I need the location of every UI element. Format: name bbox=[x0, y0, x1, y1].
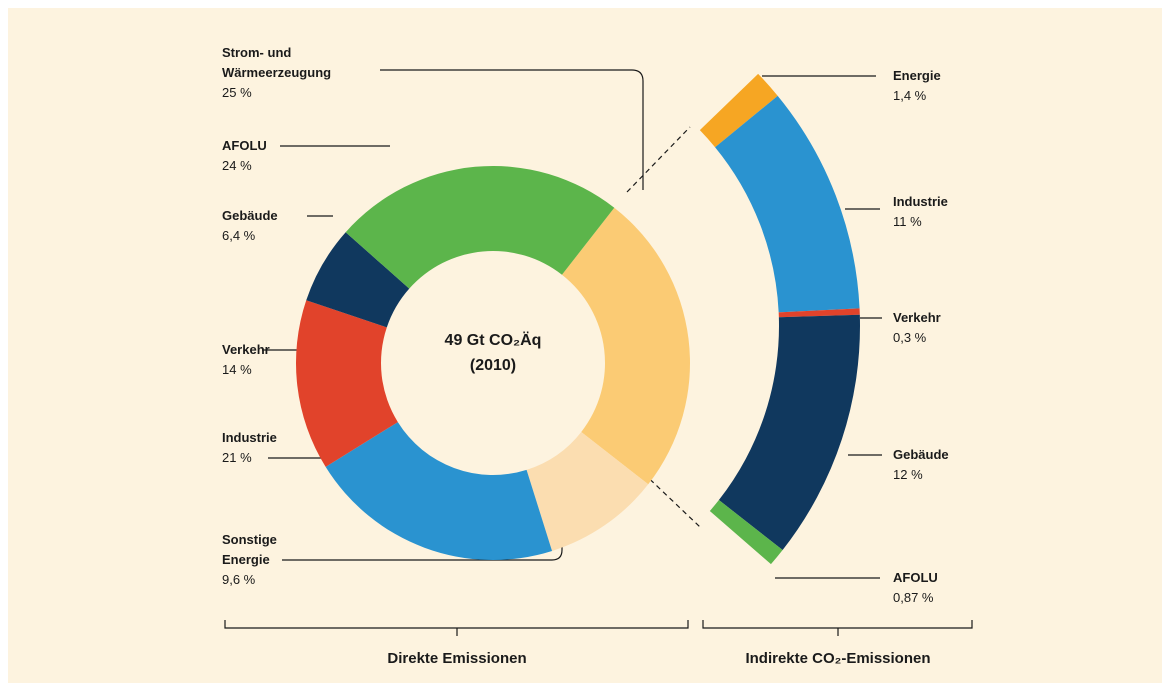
value-label: 12 % bbox=[893, 467, 923, 482]
category-label: Industrie bbox=[893, 194, 948, 209]
segment bbox=[718, 314, 860, 551]
label: Industrie 11 % bbox=[893, 192, 1013, 232]
center-label: 49 Gt CO₂Äq bbox=[445, 331, 542, 349]
group-label: Direkte Emissionen bbox=[387, 650, 527, 667]
group-label: Indirekte CO₂-Emissionen bbox=[745, 650, 931, 667]
value-label: 21 % bbox=[222, 450, 252, 465]
label: Strom- und Wärmeerzeugung 25 % bbox=[222, 43, 362, 103]
label: Energie 1,4 % bbox=[893, 66, 1013, 106]
category-label: Energie bbox=[893, 68, 941, 83]
panel bbox=[8, 8, 1162, 683]
label: Verkehr 0,3 % bbox=[893, 308, 1013, 348]
label: Gebäude 12 % bbox=[893, 445, 1013, 485]
label: AFOLU 0,87 % bbox=[893, 568, 1013, 608]
segment bbox=[715, 95, 860, 313]
segment bbox=[295, 300, 398, 467]
category-label: Strom- und Wärmeerzeugung bbox=[222, 45, 332, 80]
value-label: 14 % bbox=[222, 362, 252, 377]
label: Sonstige Energie 9,6 % bbox=[222, 530, 322, 590]
connector bbox=[626, 126, 691, 193]
value-label: 0,3 % bbox=[893, 330, 927, 345]
segment bbox=[699, 73, 778, 148]
value-label: 9,6 % bbox=[222, 572, 256, 587]
center-label: (2010) bbox=[470, 357, 516, 374]
category-label: Gebäude bbox=[222, 208, 278, 223]
label: AFOLU 24 % bbox=[222, 136, 362, 176]
category-label: Verkehr bbox=[222, 342, 270, 357]
category-label: Industrie bbox=[222, 430, 277, 445]
segment bbox=[306, 232, 410, 328]
connector bbox=[636, 466, 701, 528]
segment bbox=[778, 308, 860, 318]
bracket bbox=[702, 620, 973, 636]
value-label: 0,87 % bbox=[893, 590, 934, 605]
label: Verkehr 14 % bbox=[222, 340, 362, 380]
segment bbox=[526, 431, 649, 551]
category-label: AFOLU bbox=[893, 570, 938, 585]
value-label: 25 % bbox=[222, 85, 252, 100]
category-label: Verkehr bbox=[893, 310, 941, 325]
category-label: AFOLU bbox=[222, 138, 267, 153]
segment bbox=[325, 422, 553, 560]
segment bbox=[345, 165, 615, 289]
label: Industrie 21 % bbox=[222, 428, 362, 468]
leader bbox=[282, 535, 563, 561]
bracket bbox=[224, 620, 689, 636]
category-label: Gebäude bbox=[893, 447, 949, 462]
label: Gebäude 6,4 % bbox=[222, 206, 362, 246]
value-label: 1,4 % bbox=[893, 88, 927, 103]
value-label: 11 % bbox=[893, 214, 922, 229]
segment bbox=[709, 500, 783, 565]
value-label: 24 % bbox=[222, 158, 252, 173]
value-label: 6,4 % bbox=[222, 228, 256, 243]
segment bbox=[561, 207, 690, 485]
leader bbox=[380, 69, 644, 190]
category-label: Sonstige Energie bbox=[222, 532, 277, 567]
